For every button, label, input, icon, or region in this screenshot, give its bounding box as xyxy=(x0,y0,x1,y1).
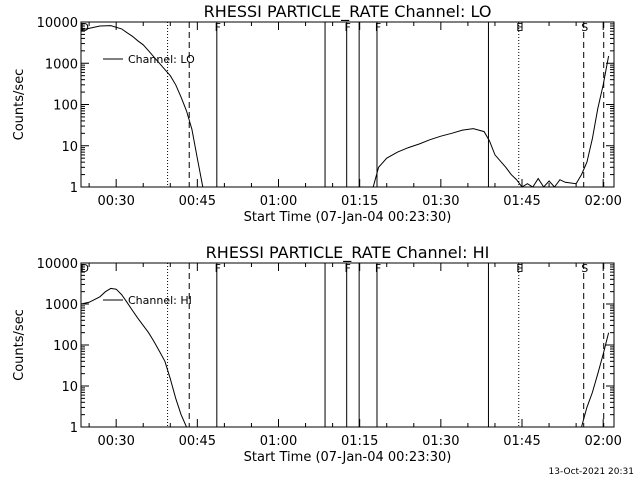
x-tick-label: 02:00 xyxy=(584,434,621,449)
y-tick-label: 10 xyxy=(61,380,78,395)
event-marker-label: F xyxy=(345,262,351,275)
y-tick-label: 10000 xyxy=(37,257,78,272)
event-marker-label: F xyxy=(215,21,221,34)
event-marker-label: F xyxy=(375,21,381,34)
legend-label: Channel: LO xyxy=(128,53,195,66)
data-series-line xyxy=(81,25,610,187)
data-series-line xyxy=(81,287,610,427)
event-marker-label: F xyxy=(215,262,221,275)
x-tick-label: 01:00 xyxy=(260,434,297,449)
event-marker-label: S xyxy=(581,262,588,275)
chart-title: RHESSI PARTICLE_RATE Channel: HI xyxy=(206,243,490,263)
y-tick-label: 100 xyxy=(53,339,78,354)
x-tick-label: 00:30 xyxy=(97,194,134,209)
plot-frame xyxy=(80,21,615,188)
x-tick-label: 01:15 xyxy=(341,434,378,449)
x-tick-label: 01:30 xyxy=(422,194,459,209)
x-tick-label: 01:45 xyxy=(503,434,540,449)
y-axis-title: Counts/sec xyxy=(12,69,27,141)
event-marker-label: D xyxy=(80,262,88,275)
x-tick-label: 00:45 xyxy=(179,194,216,209)
legend-label: Channel: HI xyxy=(128,294,192,307)
plot-frame xyxy=(80,262,615,428)
x-tick-label: 01:15 xyxy=(341,194,378,209)
x-tick-label: 01:30 xyxy=(422,434,459,449)
x-tick-label: 00:30 xyxy=(97,434,134,449)
y-tick-label: 10 xyxy=(61,140,78,155)
event-marker-label: E xyxy=(516,21,523,34)
y-tick-label: 1000 xyxy=(45,298,78,313)
x-tick-label: 00:45 xyxy=(179,434,216,449)
y-tick-label: 1 xyxy=(70,421,78,436)
event-marker-label: F xyxy=(375,262,381,275)
y-axis-title: Counts/sec xyxy=(12,309,27,381)
chart-title: RHESSI PARTICLE_RATE Channel: LO xyxy=(204,2,492,22)
x-tick-label: 02:00 xyxy=(584,194,621,209)
event-marker-label: F xyxy=(345,21,351,34)
event-marker-label: E xyxy=(516,262,523,275)
x-tick-label: 01:45 xyxy=(503,194,540,209)
y-tick-label: 1000 xyxy=(45,57,78,72)
y-tick-label: 1 xyxy=(70,181,78,196)
x-axis-title: Start Time (07-Jan-04 00:23:30) xyxy=(244,450,452,465)
event-marker-label: S xyxy=(581,21,588,34)
x-tick-label: 01:00 xyxy=(260,194,297,209)
event-marker-label: D xyxy=(80,21,88,34)
x-axis-title: Start Time (07-Jan-04 00:23:30) xyxy=(244,210,452,225)
footer-date: 13-Oct-2021 20:31 xyxy=(548,467,634,477)
y-tick-label: 10000 xyxy=(37,16,78,31)
y-tick-label: 100 xyxy=(53,99,78,114)
